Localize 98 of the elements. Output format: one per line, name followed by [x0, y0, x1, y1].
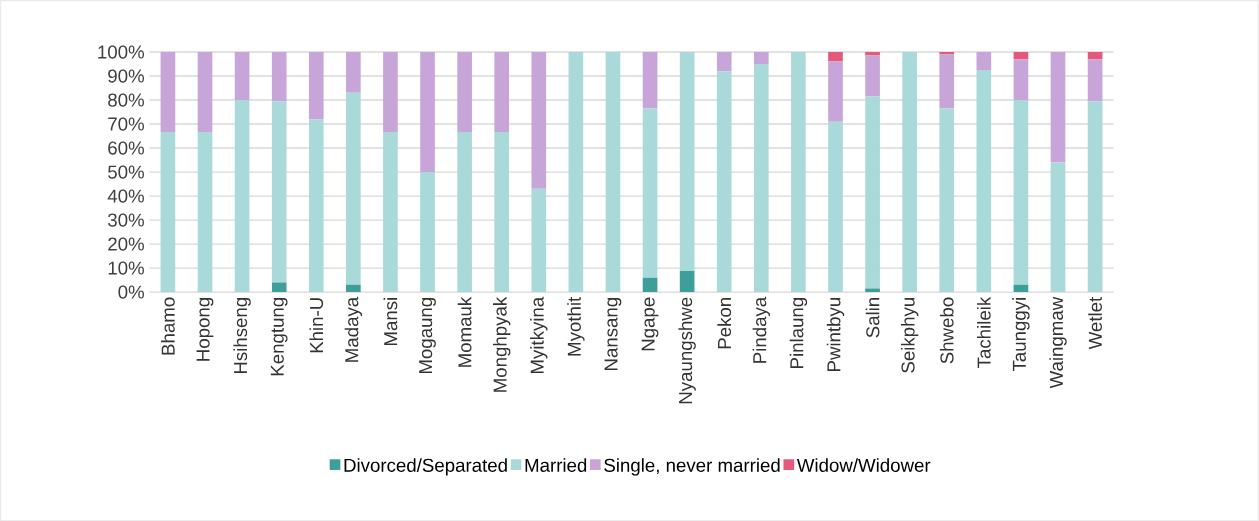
- bar: [1087, 51, 1103, 59]
- x-tick-label: Seikphyu: [900, 297, 919, 373]
- bar: [791, 51, 806, 292]
- x-tick-label: Salin: [865, 297, 880, 338]
- bar: [865, 96, 880, 289]
- bar: [1013, 99, 1029, 285]
- x-tick-label: Pwintbyu: [826, 297, 845, 371]
- bar: [271, 51, 287, 101]
- bar: [753, 63, 769, 292]
- bar: [308, 119, 324, 292]
- bar: [531, 188, 547, 292]
- bar: [976, 69, 992, 292]
- y-tick-label: 50%: [108, 165, 144, 179]
- y-tick-label: 90%: [108, 69, 144, 83]
- y-tick-label: 30%: [108, 213, 144, 227]
- bar: [865, 55, 880, 97]
- y-tick-label: 70%: [108, 117, 144, 131]
- bar: [679, 51, 695, 271]
- bar: [160, 131, 176, 292]
- bar: [160, 51, 176, 132]
- x-tick-label: Myothit: [567, 296, 585, 356]
- bar: [828, 61, 843, 122]
- x-tick-label: Pinlaung: [789, 297, 808, 368]
- x-tick-label: Shwebo: [939, 297, 954, 364]
- bar: [642, 277, 658, 292]
- bar: [753, 51, 769, 64]
- bar: [605, 51, 621, 292]
- y-tick-label: 60%: [108, 141, 144, 155]
- bar: [531, 51, 547, 189]
- x-tick-label: Hopong: [196, 297, 214, 361]
- x-tick-label: Pekon: [717, 297, 732, 348]
- bar: [383, 131, 398, 292]
- bar: [939, 54, 955, 109]
- y-tick-label: 100%: [98, 45, 144, 59]
- x-tick-label: Monghpyak: [493, 296, 511, 392]
- x-tick-label: Tachileik: [976, 296, 991, 368]
- bar: [234, 51, 250, 100]
- y-tick-label: 0%: [118, 285, 144, 299]
- y-tick-label: 10%: [108, 261, 144, 275]
- bar: [568, 51, 584, 292]
- bar: [1013, 58, 1029, 100]
- y-tick-label: 20%: [108, 237, 144, 251]
- x-tick-label: Pindaya: [752, 296, 771, 363]
- y-tick-label: 80%: [108, 93, 144, 107]
- x-tick-label: Wetlet: [1088, 296, 1102, 350]
- bar: [865, 288, 880, 292]
- bar: [902, 51, 917, 292]
- bar: [457, 131, 472, 292]
- bar: [1050, 162, 1066, 292]
- x-tick-label: Mogaung: [419, 297, 436, 373]
- x-tick-label: Taunggyi: [1012, 297, 1030, 371]
- bar: [234, 99, 250, 292]
- bar: [420, 51, 435, 172]
- x-tick-label: Khin-U: [309, 298, 324, 353]
- bar: [1087, 100, 1103, 292]
- bar: [1087, 58, 1103, 101]
- bar: [308, 51, 324, 119]
- bar: [642, 108, 658, 278]
- legend-label: Married: [525, 457, 587, 472]
- bar: [494, 131, 510, 292]
- bar: [716, 70, 732, 292]
- bar: [197, 51, 213, 132]
- x-tick-label: Bhamo: [161, 297, 175, 355]
- legend-label: Widow/Widower: [796, 457, 931, 472]
- bar: [716, 51, 732, 71]
- x-tick-label: Hsihseng: [233, 297, 251, 373]
- y-tick-label: 40%: [107, 189, 144, 203]
- x-tick-label: Ngape: [641, 297, 659, 351]
- bar: [828, 51, 843, 62]
- legend-label: Single, never married: [604, 457, 780, 476]
- bar: [1050, 51, 1066, 163]
- bar: [679, 270, 695, 292]
- x-tick-label: Madaya: [344, 296, 363, 362]
- bar: [271, 282, 287, 292]
- bar: [457, 51, 472, 132]
- bar: [346, 92, 361, 285]
- bar: [1013, 51, 1029, 59]
- bar: [642, 51, 658, 109]
- legend-label: Divorced/Separated: [344, 457, 507, 476]
- bar: [828, 121, 843, 292]
- x-tick-label: Mansi: [383, 297, 398, 345]
- x-tick-label: Nyaungshwe: [678, 297, 696, 403]
- bar: [865, 51, 880, 56]
- bar: [976, 51, 992, 70]
- bar: [346, 284, 361, 292]
- x-tick-label: Kengtung: [270, 297, 288, 375]
- bar: [420, 171, 435, 292]
- x-tick-label: Myitkyina: [530, 296, 548, 373]
- bar: [1013, 284, 1029, 292]
- bar: [494, 51, 510, 132]
- bar: [383, 51, 398, 132]
- x-tick-label: Waingmaw: [1049, 296, 1067, 389]
- x-tick-label: Momauk: [457, 296, 472, 367]
- bar: [346, 51, 361, 93]
- bar: [271, 100, 287, 283]
- bar: [197, 131, 213, 292]
- bar: [939, 108, 955, 292]
- x-tick-label: Nansang: [604, 297, 622, 370]
